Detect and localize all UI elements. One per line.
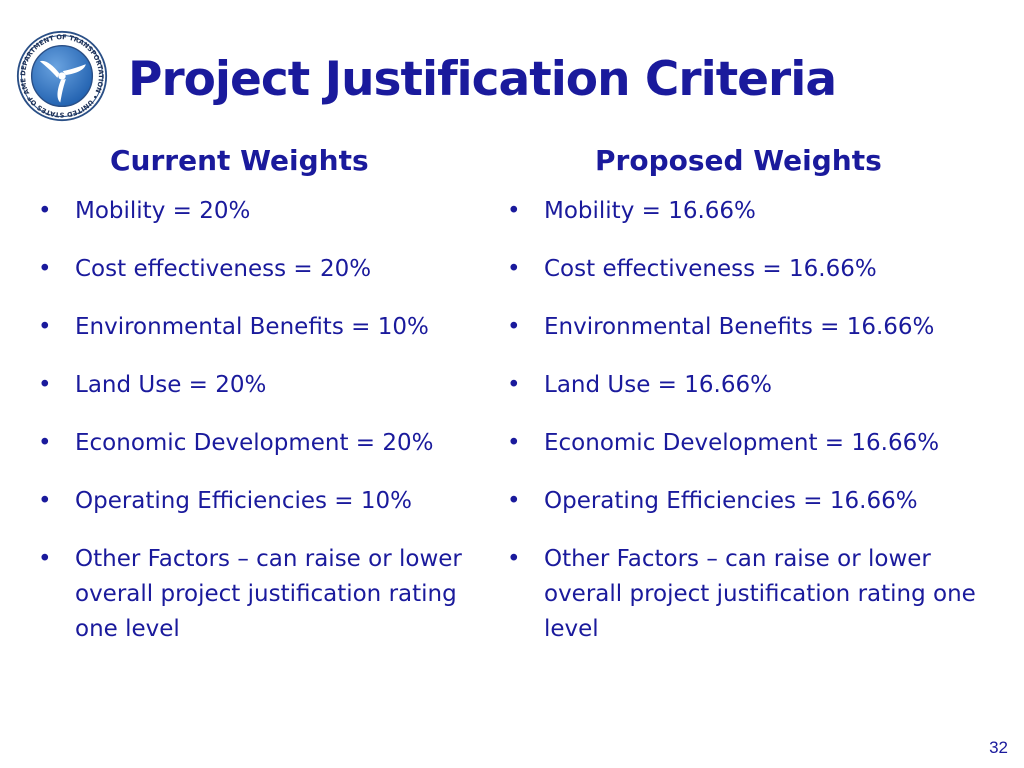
list-item-text: Land Use = 16.66%	[544, 372, 772, 398]
bullet-icon: •	[507, 488, 521, 514]
list-item-text: Economic Development = 16.66%	[544, 430, 940, 456]
list-item-text: Economic Development = 20%	[75, 430, 434, 456]
list-item: • Other Factors – can raise or lower over…	[38, 542, 478, 647]
bullet-icon: •	[38, 488, 52, 514]
bullet-icon: •	[38, 372, 52, 398]
list-item-text: Land Use = 20%	[75, 372, 267, 398]
bullet-icon: •	[507, 256, 521, 282]
current-weights-heading: Current Weights	[110, 144, 369, 177]
list-item-text: Other Factors – can raise or lower overa…	[75, 546, 462, 642]
list-item-text: Environmental Benefits = 10%	[75, 314, 429, 340]
list-item: • Land Use = 20%	[38, 368, 478, 403]
list-item: • Economic Development = 20%	[38, 426, 478, 461]
list-item: • Economic Development = 16.66%	[507, 426, 1007, 461]
current-weights-list: • Mobility = 20% • Cost effectiveness = 20…	[38, 194, 478, 647]
list-item: • Mobility = 16.66%	[507, 194, 1007, 229]
list-item-text: Mobility = 20%	[75, 198, 251, 224]
list-item-text: Environmental Benefits = 16.66%	[544, 314, 935, 340]
list-item: • Land Use = 16.66%	[507, 368, 1007, 403]
list-item-text: Other Factors – can raise or lower overa…	[544, 546, 976, 642]
bullet-icon: •	[507, 314, 521, 340]
bullet-icon: •	[38, 314, 52, 340]
proposed-weights-list: • Mobility = 16.66% • Cost effectiveness =…	[507, 194, 1007, 647]
current-weights-column: • Mobility = 20% • Cost effectiveness = 20…	[38, 194, 478, 670]
bullet-icon: •	[507, 430, 521, 456]
list-item: • Mobility = 20%	[38, 194, 478, 229]
list-item: • Cost effectiveness = 16.66%	[507, 252, 1007, 287]
bullet-icon: •	[38, 546, 52, 572]
list-item: • Environmental Benefits = 16.66%	[507, 310, 1007, 345]
list-item-text: Cost effectiveness = 20%	[75, 256, 372, 282]
bullet-icon: •	[507, 372, 521, 398]
bullet-icon: •	[507, 546, 521, 572]
list-item-text: Cost effectiveness = 16.66%	[544, 256, 877, 282]
list-item: • Other Factors – can raise or lower over…	[507, 542, 1007, 647]
bullet-icon: •	[507, 198, 521, 224]
bullet-icon: •	[38, 198, 52, 224]
proposed-weights-heading: Proposed Weights	[595, 144, 882, 177]
bullet-icon: •	[38, 256, 52, 282]
list-item: • Cost effectiveness = 20%	[38, 252, 478, 287]
page-number: 32	[989, 738, 1008, 757]
list-item-text: Mobility = 16.66%	[544, 198, 756, 224]
proposed-weights-column: • Mobility = 16.66% • Cost effectiveness =…	[507, 194, 1007, 670]
list-item-text: Operating Efficiencies = 16.66%	[544, 488, 918, 514]
slide-title: Project Justification Criteria	[128, 52, 837, 107]
list-item: • Operating Efficiencies = 10%	[38, 484, 478, 519]
list-item-text: Operating Efficiencies = 10%	[75, 488, 413, 514]
dot-seal-logo: DEPARTMENT OF TRANSPORTATION • UNITED ST…	[16, 30, 108, 122]
list-item: • Environmental Benefits = 10%	[38, 310, 478, 345]
list-item: • Operating Efficiencies = 16.66%	[507, 484, 1007, 519]
bullet-icon: •	[38, 430, 52, 456]
